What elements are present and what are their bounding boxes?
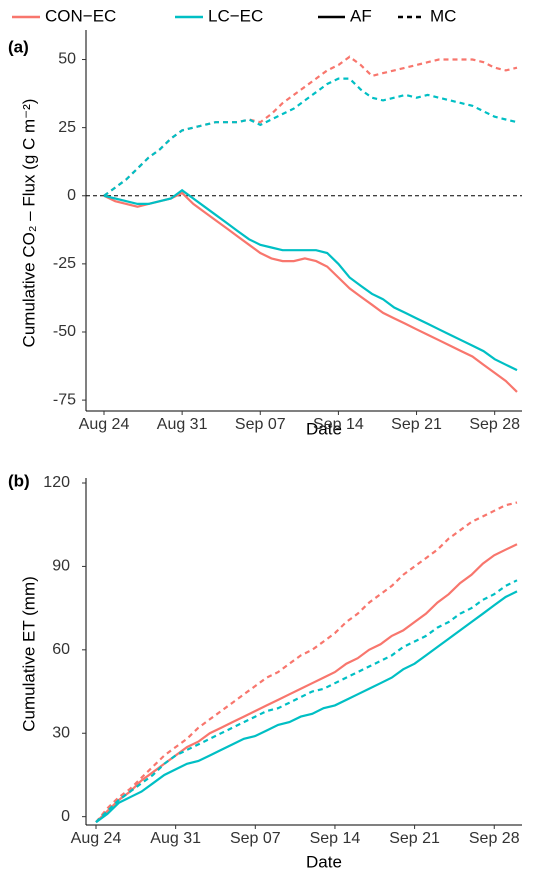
y-tick-label: 50 (58, 51, 76, 68)
x-axis-title: Date (306, 852, 342, 871)
y-tick-label: 0 (61, 808, 70, 825)
legend-label: AF (350, 6, 372, 25)
legend-label: CON−EC (45, 6, 116, 25)
series-line (95, 501, 518, 823)
x-tick-label: Sep 21 (389, 830, 440, 847)
series-line (95, 590, 518, 824)
y-tick-label: -50 (53, 323, 76, 340)
y-tick-label: 60 (52, 641, 70, 658)
series-line (103, 77, 518, 197)
x-tick-label: Sep 28 (469, 416, 520, 433)
series-line (103, 188, 518, 372)
series-line (103, 191, 518, 393)
x-tick-label: Sep 28 (469, 830, 520, 847)
x-tick-label: Sep 21 (391, 416, 442, 433)
y-axis-title: Cumulative ET (mm) (19, 576, 38, 732)
x-tick-label: Aug 24 (79, 416, 130, 433)
y-axis-title: Cumulative CO₂ – Flux (g C m⁻²) (19, 99, 38, 348)
legend-label: LC−EC (208, 6, 263, 25)
x-axis-title: Date (306, 419, 342, 438)
x-tick-label: Sep 14 (313, 416, 364, 433)
legend-label: MC (430, 6, 456, 25)
y-tick-label: -25 (53, 255, 76, 272)
panel-label: (b) (8, 471, 30, 490)
series-line (95, 543, 518, 823)
y-tick-label: 25 (58, 119, 76, 136)
x-tick-label: Aug 31 (150, 830, 201, 847)
y-tick-label: 90 (52, 558, 70, 575)
x-tick-label: Sep 07 (235, 416, 286, 433)
x-tick-label: Sep 14 (310, 830, 361, 847)
y-tick-label: 120 (43, 474, 70, 491)
x-tick-label: Sep 07 (230, 830, 281, 847)
y-tick-label: 30 (52, 724, 70, 741)
y-tick-label: 0 (67, 187, 76, 204)
x-tick-label: Aug 24 (71, 830, 122, 847)
y-tick-label: -75 (53, 391, 76, 408)
x-tick-label: Aug 31 (157, 416, 208, 433)
panel-label: (a) (8, 37, 29, 56)
series-line (103, 55, 518, 197)
series-line (95, 579, 518, 823)
